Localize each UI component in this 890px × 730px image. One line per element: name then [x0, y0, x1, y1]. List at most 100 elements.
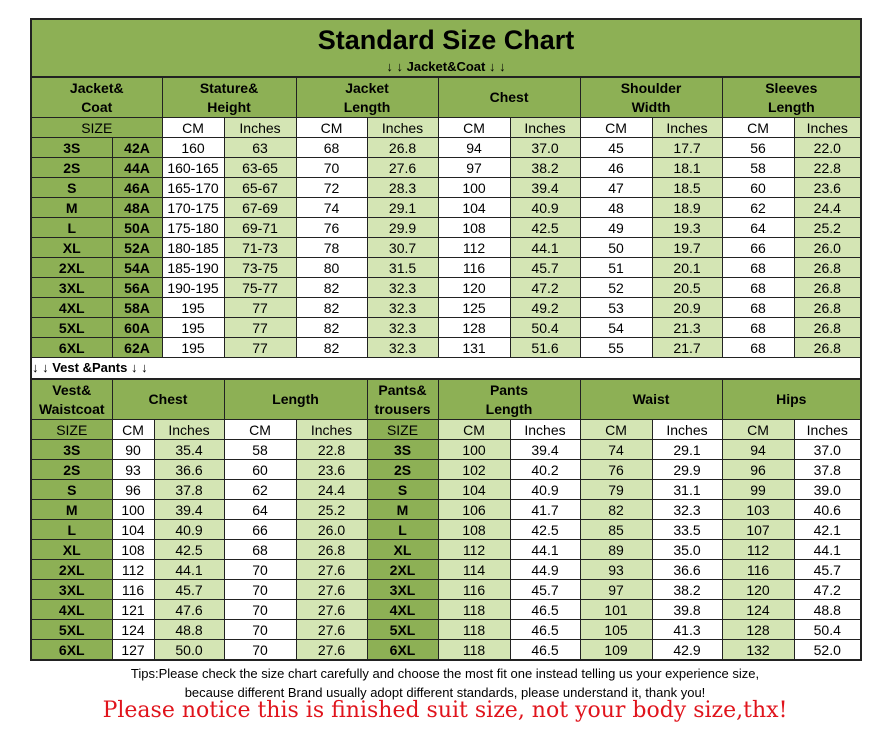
- cell: 85: [579, 519, 653, 540]
- cell: 3S: [32, 137, 113, 158]
- cell: 29.1: [366, 197, 439, 218]
- column-header: Waist: [579, 379, 723, 420]
- cell: 6XL: [366, 639, 439, 659]
- cell: 77: [223, 317, 297, 338]
- cell: 50.4: [793, 619, 861, 640]
- cell: 195: [161, 317, 225, 338]
- cell: 118: [437, 619, 511, 640]
- cell: 90: [111, 439, 155, 460]
- cell: 24.4: [793, 197, 861, 218]
- cell: 62A: [111, 337, 163, 357]
- cell: L: [366, 519, 439, 540]
- cell: S: [32, 177, 113, 198]
- unit-header: CM: [223, 419, 297, 440]
- cell: 26.8: [793, 257, 861, 278]
- cell: 94: [721, 439, 795, 460]
- cell: 31.1: [651, 479, 723, 500]
- cell: 82: [295, 317, 368, 338]
- cell: 54A: [111, 257, 163, 278]
- cell: 3S: [366, 439, 439, 460]
- cell: 42.1: [793, 519, 861, 540]
- cell: 100: [437, 177, 511, 198]
- cell: 125: [437, 297, 511, 318]
- cell: 195: [161, 297, 225, 318]
- unit-header: SIZE: [32, 117, 163, 138]
- cell: 25.2: [793, 217, 861, 238]
- cell: 48A: [111, 197, 163, 218]
- cell: 51: [579, 257, 653, 278]
- cell: 165-170: [161, 177, 225, 198]
- cell: 112: [721, 539, 795, 560]
- size-row: 6XL 127 50.0 70 27.6 6XL 118 46.5 109 42.9 132 52.0: [32, 639, 861, 659]
- title: Standard Size Chart: [317, 25, 575, 55]
- cell: 22.8: [793, 157, 861, 178]
- cell: 17.7: [651, 137, 723, 158]
- cell: 48: [579, 197, 653, 218]
- size-row: S 96 37.8 62 24.4 S 104 40.9 79 31.1 99 39.0: [32, 479, 861, 500]
- cell: 42.9: [651, 639, 723, 659]
- cell: 66: [721, 237, 795, 258]
- cell: 47.6: [153, 599, 225, 620]
- notice: Please notice this is finished suit size…: [102, 698, 788, 723]
- cell: 4XL: [32, 297, 113, 318]
- cell: 160-165: [161, 157, 225, 178]
- unit-header: Inches: [223, 117, 297, 138]
- cell: 170-175: [161, 197, 225, 218]
- cell: 190-195: [161, 277, 225, 298]
- cell: L: [32, 217, 113, 238]
- title-band: Standard Size Chart ↓ ↓ Jacket&Coat ↓ ↓: [32, 20, 860, 77]
- cell: 42A: [111, 137, 163, 158]
- cell: 68: [223, 539, 297, 560]
- cell: 26.0: [793, 237, 861, 258]
- cell: 97: [579, 579, 653, 600]
- cell: 105: [579, 619, 653, 640]
- size-row: 4XL 121 47.6 70 27.6 4XL 118 46.5 101 39.8 124 48.8: [32, 599, 861, 620]
- unit-row: SIZE CM Inches CM Inches SIZE CM Inches CM Inches…: [32, 419, 861, 440]
- section-label: ↓ ↓ Vest &Pants ↓ ↓: [32, 357, 860, 379]
- cell: 23.6: [793, 177, 861, 198]
- size-row: S 46A 165-170 65-67 72 28.3 100 39.4 47 18.5 60 23.…: [32, 177, 861, 198]
- cell: 40.2: [509, 459, 581, 480]
- cell: 195: [161, 337, 225, 357]
- cell: 40.9: [509, 479, 581, 500]
- cell: 36.6: [153, 459, 225, 480]
- cell: XL: [32, 539, 113, 560]
- cell: 18.1: [651, 157, 723, 178]
- cell: S: [32, 479, 113, 500]
- cell: 45: [579, 137, 653, 158]
- cell: 37.8: [153, 479, 225, 500]
- cell: 108: [437, 519, 511, 540]
- size-row: M 48A 170-175 67-69 74 29.1 104 40.9 48 18.9 62 24.…: [32, 197, 861, 218]
- cell: 50A: [111, 217, 163, 238]
- cell: 44.9: [509, 559, 581, 580]
- cell: 93: [579, 559, 653, 580]
- cell: 33.5: [651, 519, 723, 540]
- cell: 112: [437, 539, 511, 560]
- cell: 82: [295, 297, 368, 318]
- cell: 68: [721, 297, 795, 318]
- size-row: XL 108 42.5 68 26.8 XL 112 44.1 89 35.0 112 44.1: [32, 539, 861, 560]
- cell: 22.0: [793, 137, 861, 158]
- cell: 5XL: [32, 619, 113, 640]
- cell: 93: [111, 459, 155, 480]
- cell: 40.9: [509, 197, 581, 218]
- cell: 100: [111, 499, 155, 520]
- size-row: 5XL 60A 195 77 82 32.3 128 50.4 54 21.3 68 26.8: [32, 317, 861, 338]
- cell: 38.2: [651, 579, 723, 600]
- cell: 20.1: [651, 257, 723, 278]
- cell: 39.4: [153, 499, 225, 520]
- cell: 62: [223, 479, 297, 500]
- cell: 3S: [32, 439, 113, 460]
- cell: 28.3: [366, 177, 439, 198]
- cell: 2XL: [32, 559, 113, 580]
- cell: 52A: [111, 237, 163, 258]
- cell: 40.9: [153, 519, 225, 540]
- unit-header: Inches: [651, 117, 723, 138]
- size-row: 3S 90 35.4 58 22.8 3S 100 39.4 74 29.1 94 37.0: [32, 439, 861, 460]
- cell: 97: [437, 157, 511, 178]
- cell: 100: [437, 439, 511, 460]
- cell: 56: [721, 137, 795, 158]
- cell: 46A: [111, 177, 163, 198]
- cell: 3XL: [366, 579, 439, 600]
